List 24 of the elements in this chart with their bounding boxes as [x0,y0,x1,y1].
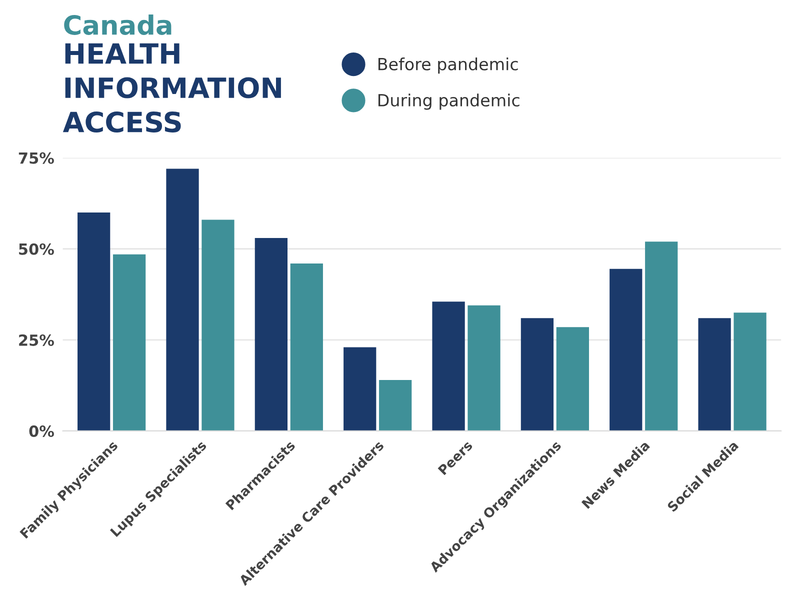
bar [254,238,288,431]
chart-subtitle: HEALTH INFORMATION ACCESS [62,43,281,133]
y-tick-label: 25% [19,334,54,346]
bar [112,254,146,431]
bar [610,268,642,431]
y-tick-label: 75% [18,152,54,164]
bar [734,312,766,431]
bar [290,263,323,431]
bar [78,212,110,431]
bar [698,318,731,431]
bar [344,347,376,431]
y-tick-label: 50% [19,243,54,255]
bar [202,220,234,431]
bar [520,318,554,431]
y-tick-label: 0% [29,425,54,437]
chart-title: Canada [64,14,172,35]
bar [166,168,199,431]
bar [645,242,678,431]
bar [379,380,412,431]
bar [468,305,500,431]
legend-label: Before pandemic [378,57,518,74]
bar [432,302,465,431]
bar [556,327,590,431]
legend-label: During pandemic [378,94,520,110]
